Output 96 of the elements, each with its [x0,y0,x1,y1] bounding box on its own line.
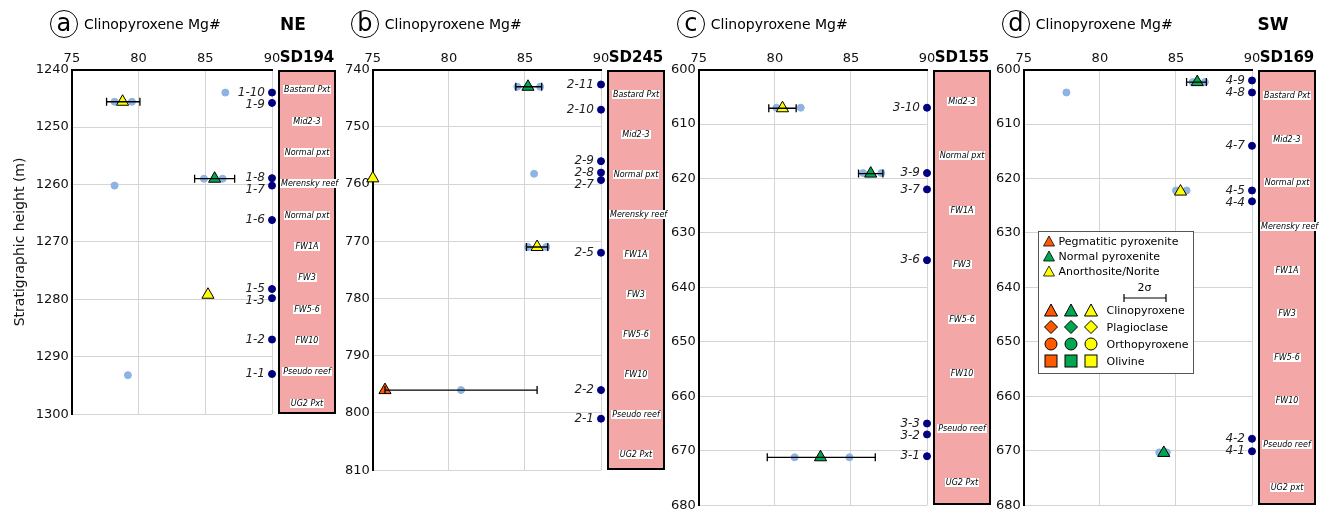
x-tick-label: 80 [440,50,458,66]
y-tick-label: 1300 [35,405,69,421]
x-tick-label: 85 [1167,50,1185,66]
x-tick-label: 90 [592,50,610,66]
data-label: 1-1 [245,366,265,381]
data-label: 1-9 [245,96,265,111]
data-label: 1-7 [245,182,266,197]
legend-label: Pegmatitic pyroxenite [1058,234,1179,248]
x-tick-label: 85 [197,50,214,66]
y-tick-label: 1280 [35,290,69,306]
chart-subtitle: SW [1256,14,1290,34]
x-tick-label: 85 [842,50,860,66]
y-tick-label: 650 [995,333,1021,349]
x-tick-label: 90 [263,50,281,66]
data-label: 2-1 [574,410,594,425]
y-tick-label: 660 [670,387,696,403]
data-label: 1-8 [245,170,266,185]
y-tick-label: 810 [344,461,370,477]
y2-axis-title: SD169 [1259,47,1316,66]
stratigraphic-column: Mid2-3 Normal pxt FW1A FW3 FW5-6 FW10 Pseudo reef UG2 Pxt [933,69,991,506]
legend-title: 2σ [1136,280,1153,294]
data-label: 2-9 [574,153,594,168]
y-tick-label: 620 [670,169,696,185]
y-axis-title: Stratigraphic height (m) [11,157,28,327]
data-label: 2-8 [574,165,595,180]
chart-title: d [1001,8,1030,38]
x-tick-label: 80 [1091,50,1109,66]
y-tick-label: 670 [995,442,1021,458]
y-tick-label: 790 [344,347,370,363]
y-tick-label: 640 [670,278,696,294]
y-tick-label: 640 [995,278,1021,294]
x-tick-label: 80 [766,50,784,66]
x-tick-label: 80 [130,50,147,66]
x-tick-label: 90 [918,50,936,66]
data-label: 4-1 [1225,443,1245,458]
x-tick-label: 90 [1243,50,1261,66]
y-tick-label: 800 [344,404,370,420]
data-label: 3-1 [900,448,920,463]
annotation: Orthopyroxene [1106,337,1189,351]
y-tick-label: 1260 [35,175,69,191]
data-label: 1-6 [245,212,266,227]
data-label: 3-9 [900,165,920,180]
y-tick-label: 660 [995,387,1021,403]
x-axis-title: Clinopyroxene Mg# [83,16,221,32]
data-label: 2-7 [574,177,595,192]
y-tick-label: 630 [670,224,696,240]
y-tick-label: 650 [670,333,696,349]
legend-label: Anorthosite/Norite [1058,264,1160,278]
data-label: 2-5 [574,244,594,259]
y-tick-label: 610 [670,115,696,131]
y-tick-label: 1290 [35,348,69,364]
chart-title: c [676,8,705,38]
x-axis-title: Clinopyroxene Mg# [384,16,522,32]
data-label: 1-3 [245,293,265,308]
y-tick-label: 680 [995,496,1021,512]
data-label: 4-9 [1225,72,1245,87]
chart-title: b [350,8,379,38]
data-label: 3-2 [900,427,920,442]
annotation: Olivine [1106,354,1145,368]
data-label: 2-11 [566,76,594,91]
x-tick-label: 85 [516,50,534,66]
data-label: 4-2 [1225,430,1245,445]
data-label: 1-5 [245,281,265,296]
chart-subtitle: NE [279,14,307,34]
y-tick-label: 670 [670,442,696,458]
data-label: 3-7 [900,181,921,196]
data-label: 4-7 [1225,137,1246,152]
legend-label: Normal pyroxenite [1058,249,1161,263]
y-tick-label: 630 [995,224,1021,240]
y2-axis-title: SD194 [279,47,336,66]
x-axis-title: Clinopyroxene Mg# [710,16,848,32]
y-tick-label: 1250 [35,118,69,134]
y-tick-label: 750 [344,118,370,134]
data-label: 2-2 [574,382,594,397]
data-label: 4-4 [1225,194,1245,209]
x-axis-title: Clinopyroxene Mg# [1035,16,1173,32]
y-tick-label: 1270 [35,233,69,249]
annotation: Plagioclase [1106,320,1169,334]
y-tick-label: 620 [995,169,1021,185]
annotation: Clinopyroxene [1106,303,1185,317]
y-tick-label: 680 [670,496,696,512]
y-tick-label: 770 [344,232,370,248]
data-label: 3-3 [900,415,920,430]
y2-axis-title: SD155 [934,47,991,66]
data-label: 2-10 [566,101,595,116]
data-label: 1-10 [237,84,266,99]
data-label: 1-2 [245,331,265,346]
chart-title: a [49,8,78,38]
y2-axis-title: SD245 [608,47,665,66]
data-label: 3-6 [900,252,921,267]
y-tick-label: 780 [344,289,370,305]
y-tick-label: 610 [995,115,1021,131]
data-label: 4-8 [1225,84,1246,99]
data-label: 4-5 [1225,182,1245,197]
y-tick-label: 760 [344,175,370,191]
data-label: 3-10 [892,99,921,114]
